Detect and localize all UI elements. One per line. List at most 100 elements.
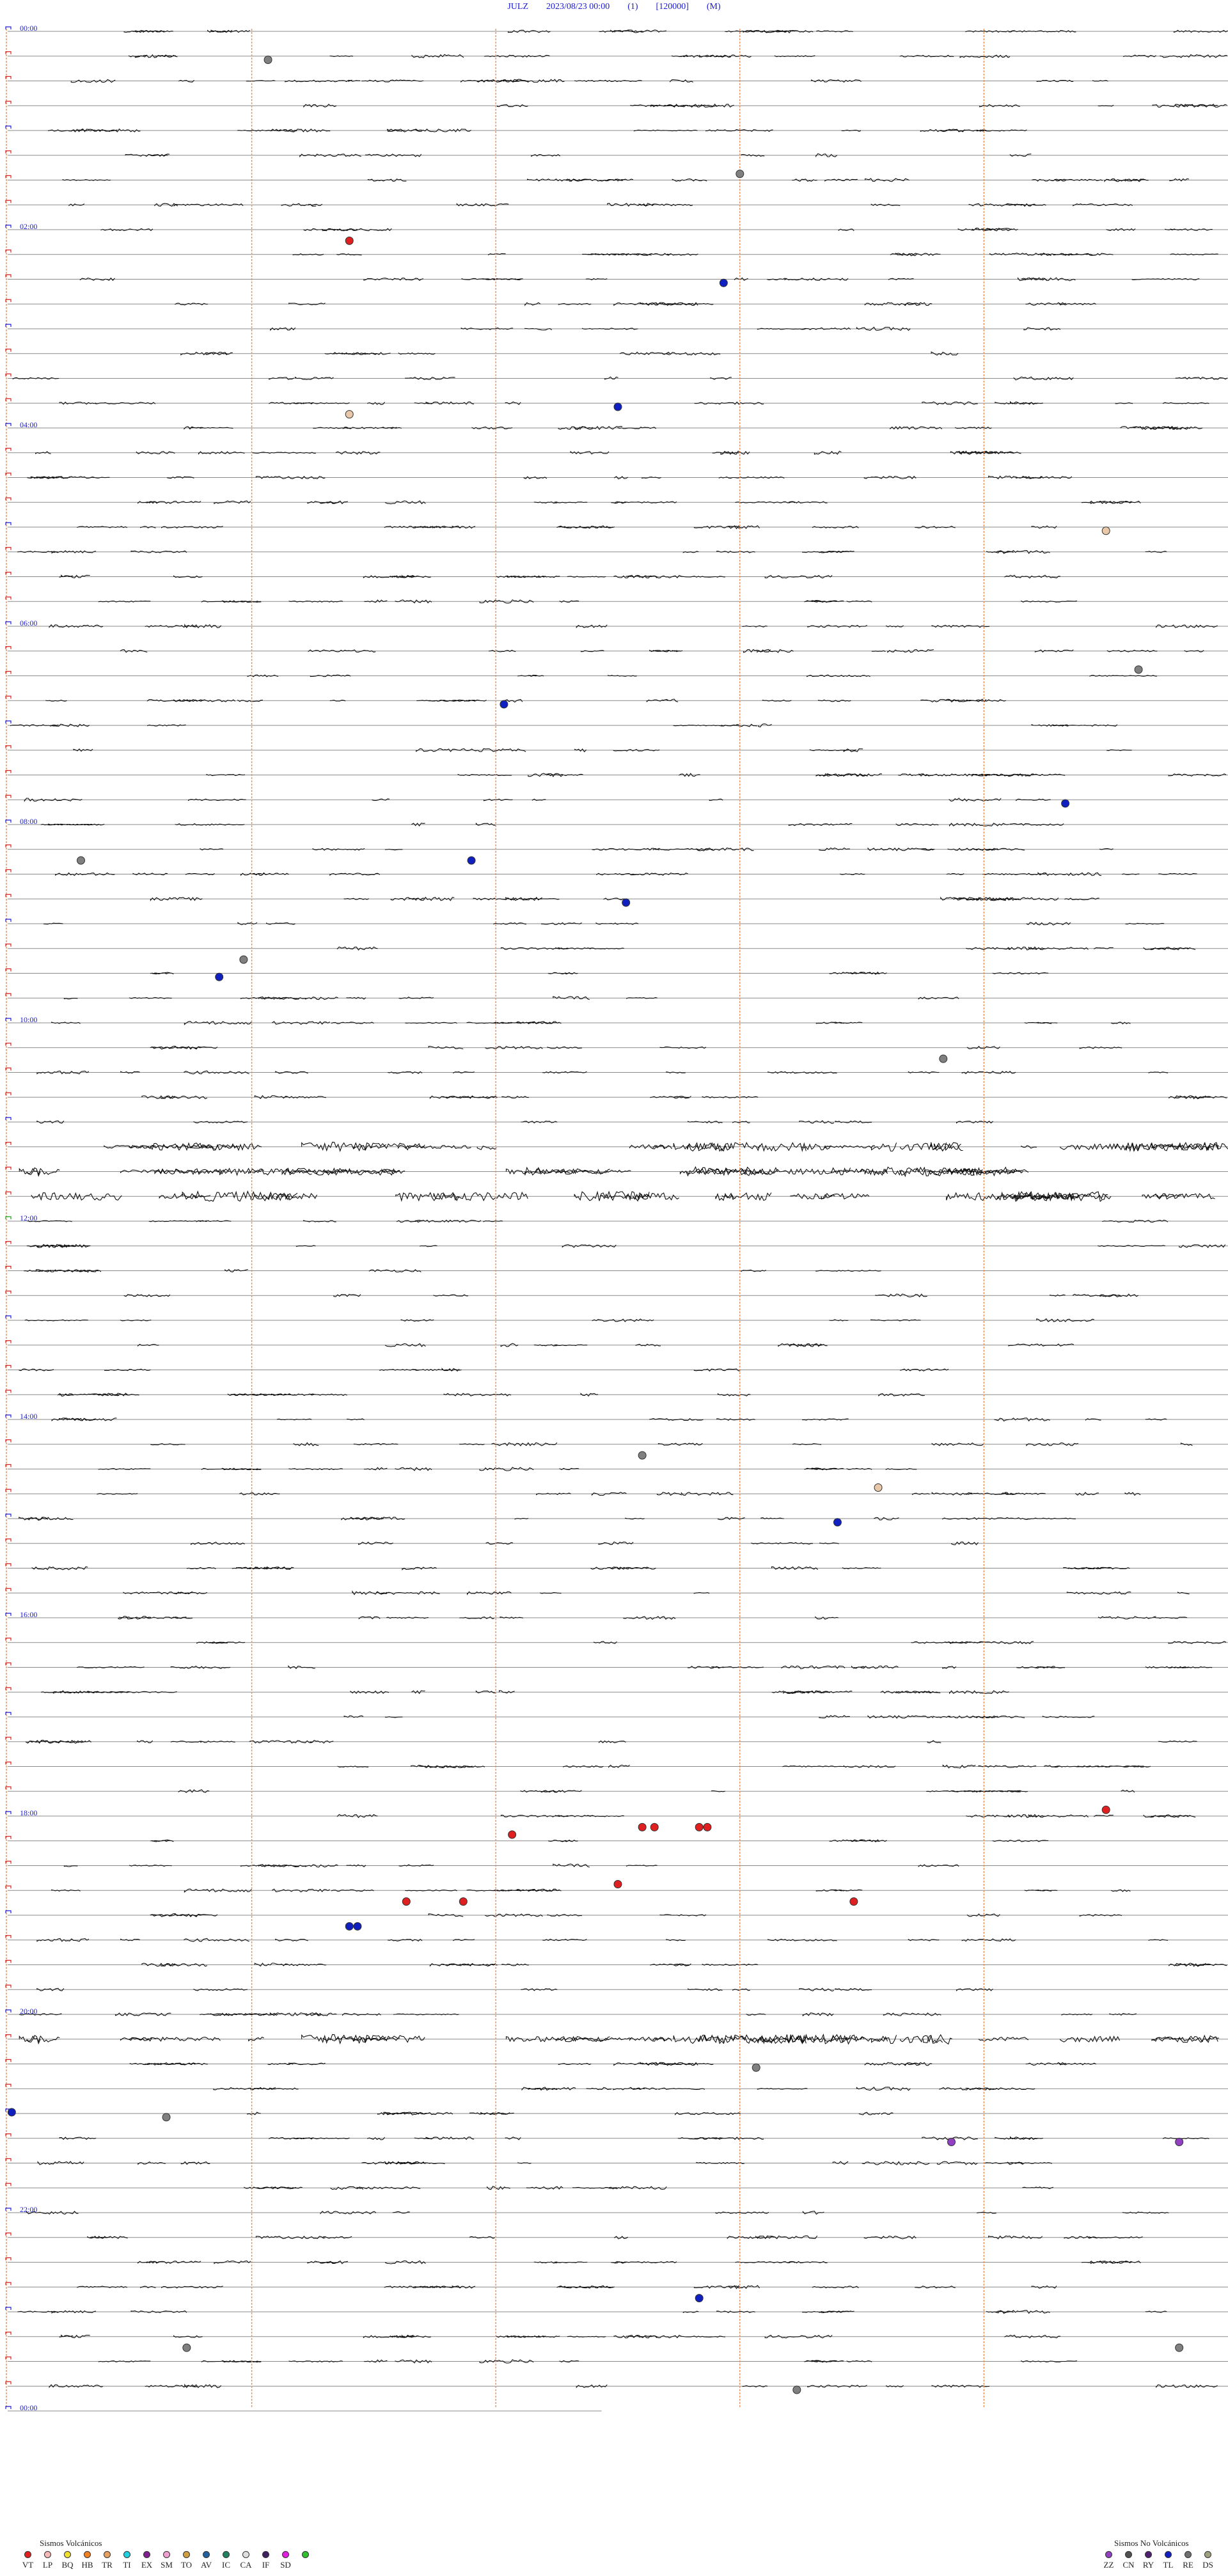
row-frame-marker: [5, 571, 12, 575]
seismic-trace: [26, 2210, 1169, 2215]
row-frame-marker: [5, 720, 12, 723]
seismic-trace: [196, 1641, 1227, 1645]
event-marker: [467, 856, 476, 865]
row-frame-marker: [5, 1142, 12, 1145]
event-marker: [947, 2138, 956, 2146]
row-frame-marker: [5, 1662, 12, 1666]
legend-dot: [1204, 2551, 1211, 2558]
seismic-trace: [26, 1739, 1197, 1744]
row-frame-marker: [5, 2332, 12, 2335]
seismic-trace: [247, 674, 1158, 677]
seismic-trace: [118, 1616, 1188, 1620]
legend-code: TI: [123, 2560, 131, 2570]
row-frame-markers: [5, 26, 12, 2409]
legend-dot: [282, 2551, 289, 2558]
row-frame-marker: [5, 26, 12, 29]
row-frame-marker: [5, 2208, 12, 2211]
seismic-trace: [247, 2112, 893, 2115]
seismic-trace: [77, 525, 1057, 530]
event-marker: [1175, 2343, 1184, 2352]
event-marker: [1134, 665, 1143, 674]
row-frame-marker: [5, 1638, 12, 1641]
event-marker: [833, 1518, 842, 1527]
event-marker: [752, 2063, 760, 2072]
legend-dot: [223, 2551, 230, 2558]
row-frame-marker: [5, 1265, 12, 1269]
seismic-trace: [98, 599, 1077, 604]
event-marker: [613, 402, 622, 411]
row-frame-marker: [5, 646, 12, 649]
row-frame-marker: [5, 695, 12, 699]
row-frame-marker: [5, 770, 12, 773]
seismic-trace: [31, 1190, 1215, 1203]
row-frame-marker: [5, 745, 12, 748]
row-frame-marker: [5, 869, 12, 873]
hour-label: 08:00: [20, 817, 37, 826]
seismic-trace: [59, 400, 1209, 406]
seismic-trace: [63, 1863, 959, 1868]
row-frame-marker: [5, 522, 12, 525]
seismic-trace: [51, 1021, 1131, 1025]
seismic-trace: [24, 798, 1051, 802]
seismic-trace: [26, 1244, 1226, 1249]
row-frame-marker: [5, 1043, 12, 1046]
seismic-trace: [123, 1590, 1190, 1595]
row-frame-marker: [5, 1092, 12, 1096]
legend-dot: [203, 2551, 210, 2558]
legend-code: DS: [1202, 2560, 1213, 2570]
legend-item: AV: [196, 2551, 216, 2570]
row-frame-marker: [5, 1067, 12, 1071]
row-frame-marker: [5, 1538, 12, 1542]
row-frame-marker: [5, 1811, 12, 1814]
row-frame-marker: [5, 1885, 12, 1889]
row-frame-marker: [5, 2058, 12, 2062]
seismic-trace: [54, 871, 1197, 876]
seismic-trace: [36, 1987, 993, 1992]
row-frame-marker: [5, 1018, 12, 1021]
legend-dot: [163, 2551, 170, 2558]
legend-dot: [242, 2551, 249, 2558]
legend-dot: [64, 2551, 71, 2558]
seismic-trace: [49, 623, 1218, 629]
row-frame-marker: [5, 2232, 12, 2236]
legend-dot: [44, 2551, 51, 2558]
legend-dot: [1125, 2551, 1132, 2558]
seismic-trace: [68, 203, 1133, 207]
plot-title: JULZ 2023/08/23 00:00 (1) [120000] (M): [0, 0, 1228, 15]
row-frame-marker: [5, 2183, 12, 2186]
seismic-trace: [150, 1442, 1193, 1446]
volcanic-legend-title: Sismos Volcánicos: [40, 2538, 102, 2548]
row-frame-marker: [5, 349, 12, 352]
seismic-trace: [150, 896, 1099, 901]
row-frame-marker: [5, 200, 12, 203]
legend-item: RY: [1138, 2551, 1158, 2570]
seismic-trace: [244, 2186, 1054, 2190]
row-frame-marker: [5, 1166, 12, 1170]
seismic-trace: [48, 128, 1027, 132]
row-frame-marker: [5, 621, 12, 624]
row-frame-marker: [5, 1613, 12, 1616]
row-frame-marker: [5, 1860, 12, 1864]
legend-dot: [1145, 2551, 1152, 2558]
row-frame-marker: [5, 1786, 12, 1790]
legend-item: SM: [157, 2551, 177, 2570]
legend-item: DS: [1198, 2551, 1218, 2570]
event-marker: [7, 2108, 16, 2117]
row-frame-marker: [5, 2381, 12, 2385]
row-frame-marker: [5, 993, 12, 997]
legend-item: TL: [1158, 2551, 1178, 2570]
seismic-trace: [24, 1318, 1094, 1322]
seismic-trace: [337, 1764, 1151, 1769]
event-marker: [736, 170, 744, 178]
seismic-trace: [40, 822, 1064, 827]
row-frame-marker: [5, 1340, 12, 1343]
row-frame-marker: [5, 398, 12, 402]
legend-dot: [262, 2551, 269, 2558]
event-marker: [508, 1830, 517, 1839]
legend-item: IC: [216, 2551, 236, 2570]
row-frame-marker: [5, 2083, 12, 2087]
seismic-trace: [150, 1045, 1122, 1050]
row-frame-marker: [5, 794, 12, 798]
seismic-trace: [36, 1120, 993, 1125]
seismic-trace: [184, 425, 1203, 431]
